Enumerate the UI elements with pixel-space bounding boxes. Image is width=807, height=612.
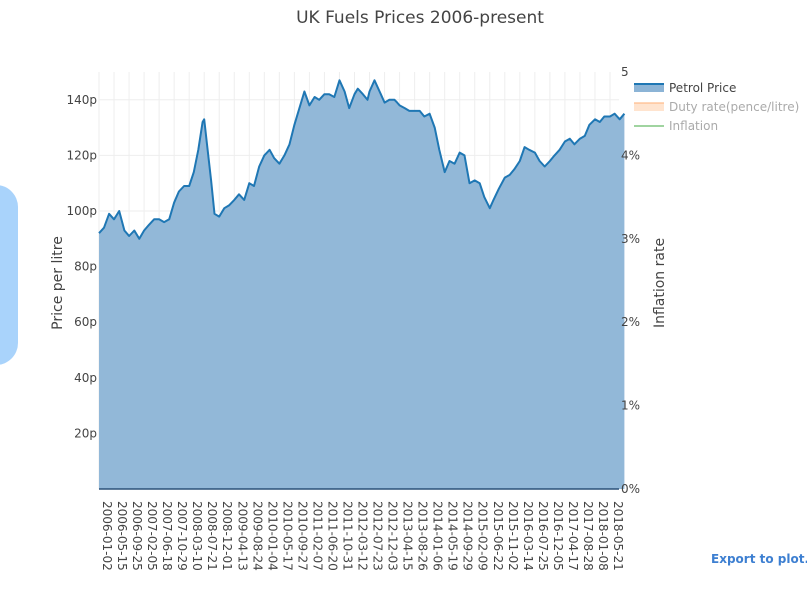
x-tick-label: 2012-07-23 — [371, 501, 385, 571]
x-tick-label: 2013-08-26 — [416, 501, 430, 571]
x-tick-label: 2011-10-31 — [340, 501, 354, 571]
x-tick-label: 2006-09-25 — [130, 501, 144, 571]
x-tick-label: 2010-01-04 — [265, 501, 279, 571]
x-tick-label: 2007-06-18 — [160, 501, 174, 571]
chart-title: UK Fuels Prices 2006-present — [296, 8, 544, 28]
x-tick-label: 2016-12-05 — [551, 501, 565, 571]
legend-swatch — [634, 103, 664, 111]
x-tick-label: 2015-06-22 — [491, 501, 505, 571]
y-axis-label: Price per litre — [50, 236, 66, 330]
y2-tick-label: 1% — [621, 399, 640, 413]
y-tick-label: 120p — [66, 148, 97, 162]
x-tick-label: 2010-05-17 — [280, 501, 294, 571]
y-tick-label: 20p — [74, 426, 97, 440]
y-tick-label: 100p — [66, 204, 97, 218]
export-to-plotly-link[interactable]: Export to plot.ly » — [711, 552, 807, 566]
x-tick-label: 2018-05-21 — [611, 501, 625, 571]
x-tick-label: 2012-03-12 — [356, 501, 370, 571]
y-tick-label: 80p — [74, 260, 97, 274]
y2-tick-label: 5 — [621, 65, 629, 79]
y-axis: 20p 40p 60p 80p 100p 120p 140p — [66, 93, 97, 441]
x-tick-label: 2007-02-05 — [145, 501, 159, 571]
x-tick-label: 2016-07-25 — [536, 501, 550, 571]
plot-area — [98, 79, 626, 490]
x-tick-label: 2013-04-15 — [401, 501, 415, 571]
side-panel — [0, 185, 18, 365]
x-tick-label: 2018-01-08 — [596, 501, 610, 571]
x-tick-label: 2014-01-06 — [431, 501, 445, 571]
x-tick-label: 2008-03-10 — [190, 501, 204, 571]
legend-swatch — [634, 84, 664, 92]
y2-tick-label: 4% — [621, 148, 640, 162]
x-tick-label: 2009-08-24 — [250, 501, 264, 571]
petrol-price-line — [98, 79, 626, 240]
petrol-price-area — [99, 80, 625, 490]
legend-label: Duty rate(pence/litre) — [669, 100, 799, 114]
legend: Petrol Price Duty rate(pence/litre) Inflat… — [634, 81, 799, 133]
x-tick-label: 2011-02-07 — [310, 501, 324, 571]
x-tick-label: 2006-01-02 — [100, 501, 114, 571]
y2-axis-label: Inflation rate — [652, 238, 668, 328]
x-tick-label: 2011-06-20 — [325, 501, 339, 571]
x-tick-label: 2014-05-19 — [446, 501, 460, 571]
x-tick-label: 2010-09-27 — [295, 501, 309, 571]
legend-label: Inflation — [669, 119, 718, 133]
x-tick-label: 2012-12-03 — [386, 501, 400, 571]
x-tick-label: 2017-04-17 — [566, 501, 580, 571]
y2-tick-label: 2% — [621, 315, 640, 329]
x-tick-label: 2015-11-02 — [506, 501, 520, 571]
y2-axis: 0% 1% 2% 3% 4% 5 — [621, 65, 640, 496]
legend-label: Petrol Price — [669, 81, 736, 95]
x-tick-label: 2006-05-15 — [115, 501, 129, 571]
y-tick-label: 60p — [74, 315, 97, 329]
x-tick-label: 2007-10-29 — [175, 501, 189, 571]
x-tick-label: 2017-08-28 — [581, 501, 595, 571]
x-tick-label: 2015-02-09 — [476, 501, 490, 571]
x-tick-label: 2016-03-14 — [521, 501, 535, 571]
x-tick-label: 2008-12-01 — [220, 501, 234, 571]
x-axis: 2006-01-02 2006-05-15 2006-09-25 2007-02-05… — [100, 501, 625, 571]
x-tick-label: 2008-07-21 — [205, 501, 219, 571]
y-tick-label: 140p — [66, 93, 97, 107]
y2-tick-label: 0% — [621, 482, 640, 496]
x-tick-label: 2014-09-29 — [461, 501, 475, 571]
y2-tick-label: 3% — [621, 232, 640, 246]
x-tick-label: 2009-04-13 — [235, 501, 249, 571]
y-tick-label: 40p — [74, 371, 97, 385]
